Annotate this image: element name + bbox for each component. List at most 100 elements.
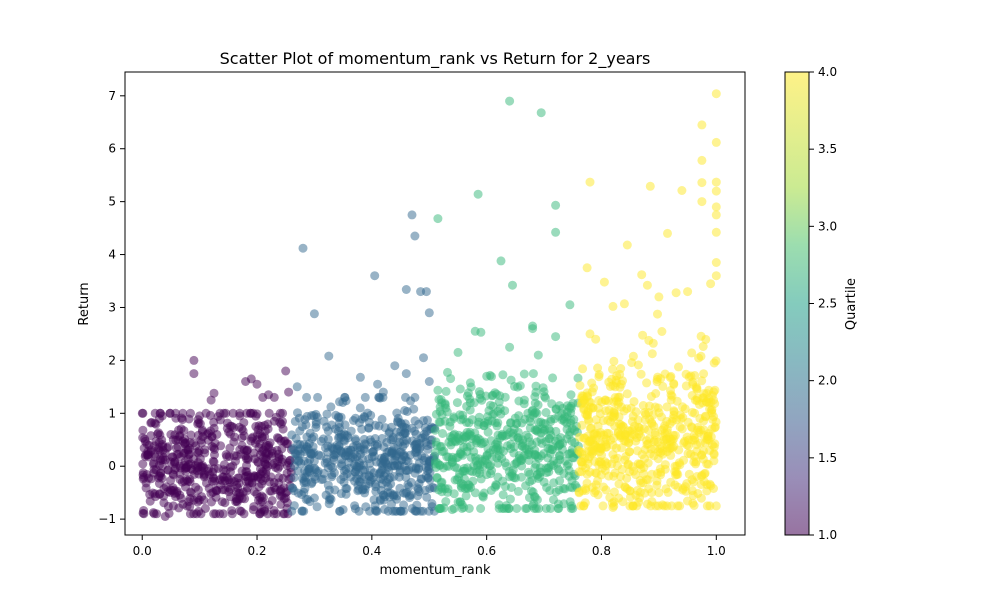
scatter-point bbox=[633, 360, 643, 370]
scatter-point bbox=[563, 459, 573, 469]
scatter-point bbox=[183, 445, 193, 455]
colorbar-tick-label: 3.5 bbox=[818, 142, 837, 156]
scatter-point bbox=[476, 504, 486, 513]
scatter-point bbox=[206, 489, 216, 499]
scatter-point bbox=[249, 502, 259, 512]
scatter-point bbox=[463, 483, 473, 493]
scatter-point bbox=[625, 501, 635, 511]
scatter-point bbox=[227, 509, 237, 519]
scatter-point bbox=[582, 388, 592, 398]
scatter-point bbox=[237, 433, 247, 443]
scatter-point bbox=[657, 327, 667, 336]
scatter-point bbox=[482, 371, 492, 381]
scatter-point bbox=[466, 382, 476, 392]
scatter-point bbox=[653, 309, 662, 319]
scatter-point bbox=[417, 474, 427, 484]
scatter-point bbox=[137, 408, 147, 418]
scatter-point bbox=[344, 457, 354, 467]
scatter-point bbox=[638, 330, 648, 340]
scatter-point bbox=[622, 240, 632, 250]
colorbar-tick-label: 3.0 bbox=[818, 219, 837, 233]
scatter-point bbox=[138, 459, 148, 469]
scatter-point bbox=[493, 440, 503, 450]
scatter-point bbox=[256, 474, 266, 484]
scatter-point bbox=[462, 391, 472, 401]
scatter-point bbox=[425, 475, 435, 485]
scatter-point bbox=[216, 441, 226, 451]
scatter-point bbox=[565, 482, 575, 492]
scatter-point bbox=[206, 395, 216, 405]
scatter-point bbox=[252, 435, 262, 445]
scatter-point bbox=[636, 369, 646, 379]
scatter-point bbox=[504, 466, 514, 476]
scatter-point bbox=[683, 287, 693, 297]
y-tick-label: 2 bbox=[108, 353, 116, 367]
scatter-point bbox=[473, 189, 483, 199]
scatter-point bbox=[646, 392, 656, 401]
scatter-point bbox=[400, 428, 410, 437]
scatter-point bbox=[648, 410, 658, 420]
scatter-point bbox=[638, 401, 648, 410]
scatter-point bbox=[457, 483, 467, 493]
scatter-point bbox=[496, 256, 506, 266]
scatter-point bbox=[536, 108, 546, 118]
scatter-point bbox=[554, 451, 564, 461]
scatter-point bbox=[373, 379, 383, 389]
scatter-point bbox=[582, 478, 592, 488]
scatter-point bbox=[218, 472, 228, 482]
scatter-point bbox=[415, 442, 425, 452]
scatter-point bbox=[364, 423, 374, 433]
scatter-point bbox=[264, 408, 274, 418]
scatter-point bbox=[697, 155, 707, 165]
scatter-point bbox=[665, 444, 675, 454]
scatter-point bbox=[609, 356, 619, 366]
scatter-point bbox=[157, 411, 167, 421]
scatter-point bbox=[183, 454, 193, 464]
y-tick-label: 7 bbox=[108, 89, 116, 103]
scatter-point bbox=[210, 476, 220, 486]
scatter-point bbox=[462, 427, 472, 437]
scatter-point bbox=[587, 378, 597, 388]
scatter-point bbox=[237, 441, 247, 451]
scatter-point bbox=[662, 424, 672, 434]
scatter-point bbox=[594, 396, 604, 405]
scatter-point bbox=[313, 392, 323, 402]
scatter-point bbox=[238, 487, 248, 497]
scatter-point bbox=[186, 408, 195, 418]
scatter-point bbox=[318, 474, 328, 484]
scatter-point bbox=[445, 421, 455, 431]
scatter-point bbox=[654, 292, 664, 302]
scatter-point bbox=[608, 364, 617, 374]
scatter-point bbox=[350, 434, 360, 444]
y-tick-label: 1 bbox=[108, 406, 116, 420]
scatter-point bbox=[438, 429, 447, 438]
scatter-point bbox=[672, 461, 682, 471]
scatter-point bbox=[654, 488, 664, 498]
scatter-point bbox=[500, 392, 510, 402]
scatter-point bbox=[350, 501, 360, 511]
scatter-point bbox=[697, 197, 707, 207]
x-tick-label: 0.0 bbox=[133, 544, 152, 558]
scatter-point bbox=[322, 457, 332, 467]
scatter-point bbox=[165, 408, 175, 418]
scatter-point bbox=[287, 506, 297, 516]
scatter-point bbox=[530, 398, 540, 408]
scatter-point bbox=[207, 497, 216, 507]
scatter-point bbox=[492, 421, 502, 431]
scatter-point bbox=[629, 397, 639, 407]
scatter-point bbox=[575, 381, 585, 390]
scatter-point bbox=[207, 441, 217, 451]
scatter-point bbox=[512, 504, 522, 513]
scatter-point bbox=[701, 412, 711, 422]
scatter-point bbox=[523, 467, 533, 477]
scatter-point bbox=[161, 482, 171, 492]
x-tick-label: 0.2 bbox=[247, 544, 266, 558]
scatter-point bbox=[452, 398, 462, 408]
scatter-point bbox=[252, 379, 262, 389]
scatter-point bbox=[551, 200, 561, 210]
scatter-point bbox=[177, 415, 187, 425]
scatter-point bbox=[505, 494, 515, 504]
colorbar bbox=[784, 71, 810, 536]
scatter-point bbox=[392, 494, 402, 504]
scatter-point bbox=[666, 395, 676, 405]
